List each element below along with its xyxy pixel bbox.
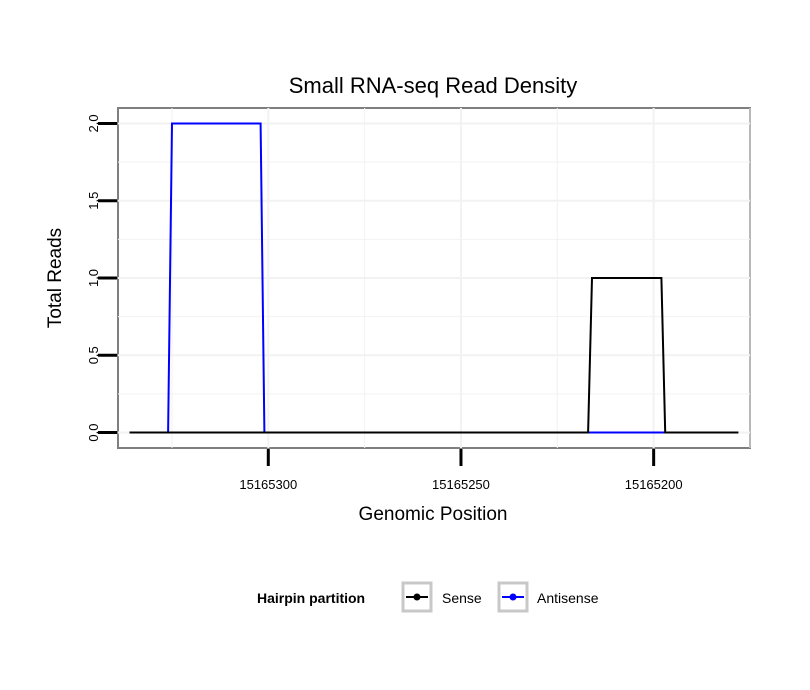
x-axis-title: Genomic Position xyxy=(359,504,508,525)
y-tick-label: 2.0 xyxy=(86,114,101,132)
y-tick-label: 0.0 xyxy=(86,424,101,442)
x-tick-label: 15165300 xyxy=(239,477,297,492)
series-layer xyxy=(129,122,739,434)
x-tick-label: 15165250 xyxy=(432,477,490,492)
legend-title: Hairpin partition xyxy=(257,590,365,606)
legend-label-antisense: Antisense xyxy=(537,590,599,606)
y-tick-label: 1.0 xyxy=(86,269,101,287)
x-tick-label: 15165200 xyxy=(625,477,683,492)
legend-point-sense xyxy=(413,593,421,601)
chart-title: Small RNA-seq Read Density xyxy=(289,73,578,98)
series-line-sense xyxy=(129,277,739,434)
legend-point-antisense xyxy=(509,593,517,601)
y-axis-title: Total Reads xyxy=(45,228,66,328)
legend: Hairpin partition Sense Antisense xyxy=(257,581,599,613)
y-tick-label: 0.5 xyxy=(86,346,101,364)
legend-label-sense: Sense xyxy=(442,590,482,606)
y-tick-label: 1.5 xyxy=(86,192,101,210)
axes: 0.0 0.5 1.0 1.5 2.0 15165300 15165250 15165200 xyxy=(86,114,683,492)
